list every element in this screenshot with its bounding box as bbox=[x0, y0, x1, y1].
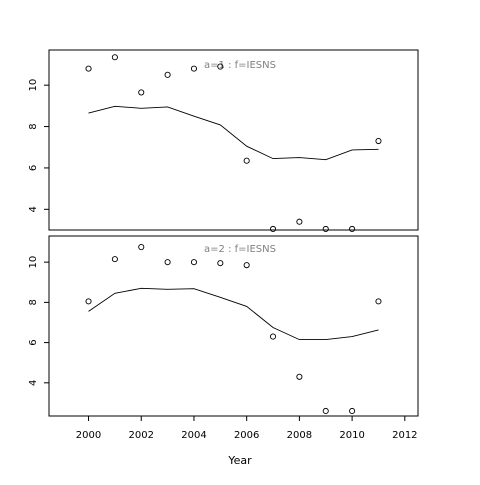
data-point bbox=[111, 54, 118, 61]
data-point bbox=[375, 298, 382, 305]
x-axis-title: Year bbox=[227, 454, 252, 467]
data-point bbox=[217, 260, 224, 267]
panel-bottom: a=2 : f=IESNS 4 6 8 10 bbox=[28, 235, 419, 417]
y-axis: 4 6 8 10 bbox=[28, 79, 49, 212]
x-tick-label: 2008 bbox=[287, 430, 312, 441]
y-tick-label: 6 bbox=[28, 339, 39, 345]
x-tick-label: 2000 bbox=[76, 430, 101, 441]
panel-title: a=2 : f=IESNS bbox=[204, 244, 276, 255]
panel-frame bbox=[48, 49, 419, 231]
x-tick-label: 2012 bbox=[392, 430, 417, 441]
y-tick-label: 4 bbox=[28, 380, 39, 386]
x-axis: 2000 2002 2004 2006 2008 2010 2012 bbox=[76, 416, 418, 441]
x-tick-label: 2006 bbox=[234, 430, 259, 441]
data-point bbox=[296, 218, 303, 225]
data-point bbox=[138, 244, 145, 251]
data-point bbox=[217, 63, 224, 70]
data-point bbox=[349, 225, 356, 233]
y-axis: 4 6 8 10 bbox=[28, 256, 49, 386]
data-point bbox=[85, 65, 92, 72]
data-point bbox=[269, 333, 277, 340]
data-point bbox=[85, 298, 92, 305]
x-tick-label: 2002 bbox=[129, 430, 154, 441]
data-point bbox=[296, 373, 303, 380]
y-tick-label: 10 bbox=[28, 256, 39, 269]
data-point bbox=[164, 259, 171, 266]
panel-frame bbox=[48, 235, 419, 417]
y-tick-label: 8 bbox=[28, 299, 39, 305]
data-point bbox=[190, 65, 198, 72]
panel-marks bbox=[85, 244, 382, 415]
data-point bbox=[243, 262, 250, 269]
data-point bbox=[190, 259, 198, 266]
y-tick-label: 4 bbox=[28, 206, 39, 212]
y-tick-label: 8 bbox=[28, 123, 39, 129]
fitted-line bbox=[88, 287, 379, 341]
y-tick-label: 10 bbox=[28, 79, 39, 92]
panel-top: a=1 : f=IESNS 4 6 8 10 bbox=[28, 49, 419, 233]
data-point bbox=[269, 225, 277, 233]
data-point bbox=[375, 137, 382, 145]
fitted-line bbox=[88, 105, 379, 161]
panel-marks bbox=[85, 54, 382, 233]
data-point bbox=[164, 71, 171, 78]
panel-title: a=1 : f=IESNS bbox=[204, 60, 276, 71]
y-tick-label: 6 bbox=[28, 165, 39, 171]
x-tick-label: 2004 bbox=[181, 430, 206, 441]
data-point bbox=[111, 256, 118, 263]
data-point bbox=[243, 157, 250, 164]
data-point bbox=[322, 407, 329, 415]
data-point bbox=[322, 225, 329, 233]
data-point bbox=[349, 407, 356, 415]
x-tick-label: 2010 bbox=[339, 430, 364, 441]
data-point bbox=[138, 89, 145, 96]
